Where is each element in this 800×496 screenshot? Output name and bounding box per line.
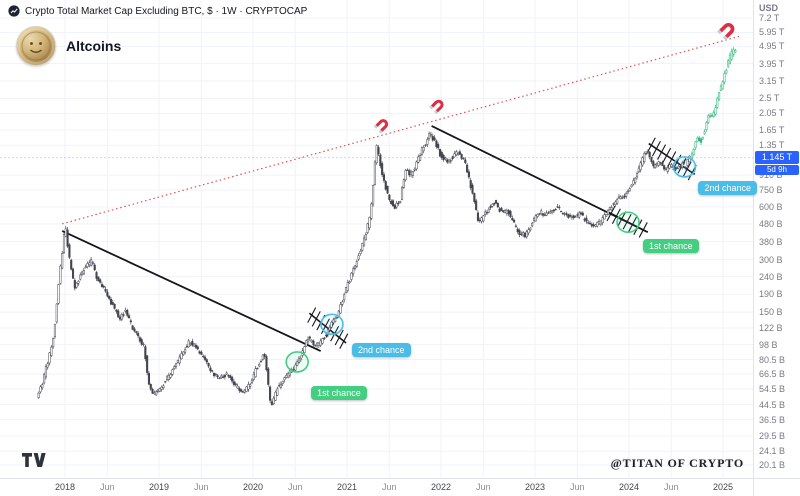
price-axis-label: 122 B (759, 322, 783, 333)
time-axis-label: Jun (382, 482, 397, 492)
candles-layer (37, 47, 737, 406)
price-axis-label: 150 B (759, 307, 783, 318)
price-axis-label: 190 B (759, 289, 783, 300)
price-axis-label: 29.5 B (759, 430, 786, 441)
chance-label-badge[interactable]: 2nd chance (698, 180, 757, 195)
price-axis-label: 910 B (759, 170, 783, 181)
drawings-overlay-layer[interactable] (0, 22, 753, 373)
time-axis-label: 2020 (242, 482, 264, 492)
price-axis-label: 2.05 T (759, 108, 785, 119)
price-axis-label: 750 B (759, 184, 783, 195)
chance-circle[interactable] (672, 156, 697, 178)
price-axis-label: 80.5 B (759, 354, 786, 365)
time-axis-label: Jun (570, 482, 585, 492)
price-axis[interactable]: USD 1.145 T 5d 9h 7.2 T 5.95 T 4.95 T 3.95 … (753, 0, 800, 478)
time-axis-label: 2024 (618, 482, 640, 492)
price-axis-label: 54.5 B (759, 384, 786, 395)
price-axis-label: 66.5 B (759, 369, 786, 380)
drawings-lines-layer[interactable] (61, 35, 740, 352)
chance-circle[interactable] (616, 211, 640, 234)
symbol-logo-icon (8, 5, 20, 17)
time-axis-label: 2025 (712, 482, 734, 492)
watermark-text: @TITAN OF CRYPTO (610, 456, 744, 470)
price-axis-label: 3.95 T (759, 58, 785, 69)
price-axis-label: 98 B (759, 339, 778, 350)
chart-legend[interactable]: Crypto Total Market Cap Excluding BTC, $… (8, 5, 307, 17)
magnet-icon[interactable] (429, 99, 444, 115)
magnet-icon[interactable] (717, 22, 736, 41)
chance-circle[interactable] (320, 313, 344, 336)
price-axis-label: 44.5 B (759, 399, 786, 410)
author-avatar[interactable] (16, 26, 56, 66)
hatched-channel[interactable] (646, 137, 697, 181)
trendline[interactable] (61, 230, 322, 352)
time-axis-label: Jun (100, 482, 115, 492)
grid-layer (0, 0, 753, 478)
price-axis-label: 24.1 B (759, 446, 786, 457)
bar-countdown-badge: 5d 9h (755, 165, 799, 176)
time-axis-label: Jun (194, 482, 209, 492)
price-axis-label: 1.65 T (759, 124, 785, 135)
time-axis-label: Jun (476, 482, 491, 492)
price-axis-label: 3.15 T (759, 75, 785, 86)
magnet-icon[interactable] (373, 118, 389, 134)
chance-circle[interactable] (285, 351, 309, 373)
last-price-badge: 1.145 T (755, 151, 799, 165)
dotted-resistance-trendline[interactable] (62, 35, 740, 225)
price-axis-label: 380 B (759, 236, 783, 247)
price-axis-label: 300 B (759, 254, 783, 265)
price-axis-label: 1.35 T (759, 140, 785, 151)
time-axis-label: 2021 (336, 482, 358, 492)
price-axis-label: 20.1 B (759, 460, 786, 470)
idea-title: Altcoins (66, 38, 122, 54)
price-axis-label: 600 B (759, 201, 783, 212)
time-axis[interactable]: 2018 Jun 2019 Jun 2020 Jun 2021 Jun 2022 Jun 2023 J… (0, 478, 753, 496)
price-axis-label: 5.95 T (759, 27, 785, 38)
chance-label-badge[interactable]: 1st chance (311, 385, 367, 400)
axis-corner (753, 478, 800, 496)
price-axis-label: 4.95 T (759, 41, 785, 52)
chance-label-badge[interactable]: 1st chance (643, 239, 699, 254)
chance-label-badge[interactable]: 2nd chance (351, 343, 411, 358)
time-axis-label: 2018 (54, 482, 76, 492)
time-axis-label: 2019 (148, 482, 170, 492)
tradingview-logo[interactable] (22, 453, 48, 468)
time-axis-label: 2022 (430, 482, 452, 492)
symbol-title[interactable]: Crypto Total Market Cap Excluding BTC, $… (25, 5, 308, 17)
time-axis-label: Jun (288, 482, 303, 492)
price-axis-label: 2.5 T (759, 93, 780, 104)
price-axis-label: 480 B (759, 218, 783, 229)
time-axis-label: 2023 (524, 482, 546, 492)
currency-label: USD (759, 3, 779, 13)
coin-face-icon (21, 31, 51, 61)
price-axis-label: 7.2 T (759, 13, 780, 23)
price-axis-label: 240 B (759, 271, 783, 282)
price-axis-label: 36.5 B (759, 414, 786, 425)
idea-header: Altcoins (16, 26, 121, 66)
time-axis-label: Jun (664, 482, 679, 492)
